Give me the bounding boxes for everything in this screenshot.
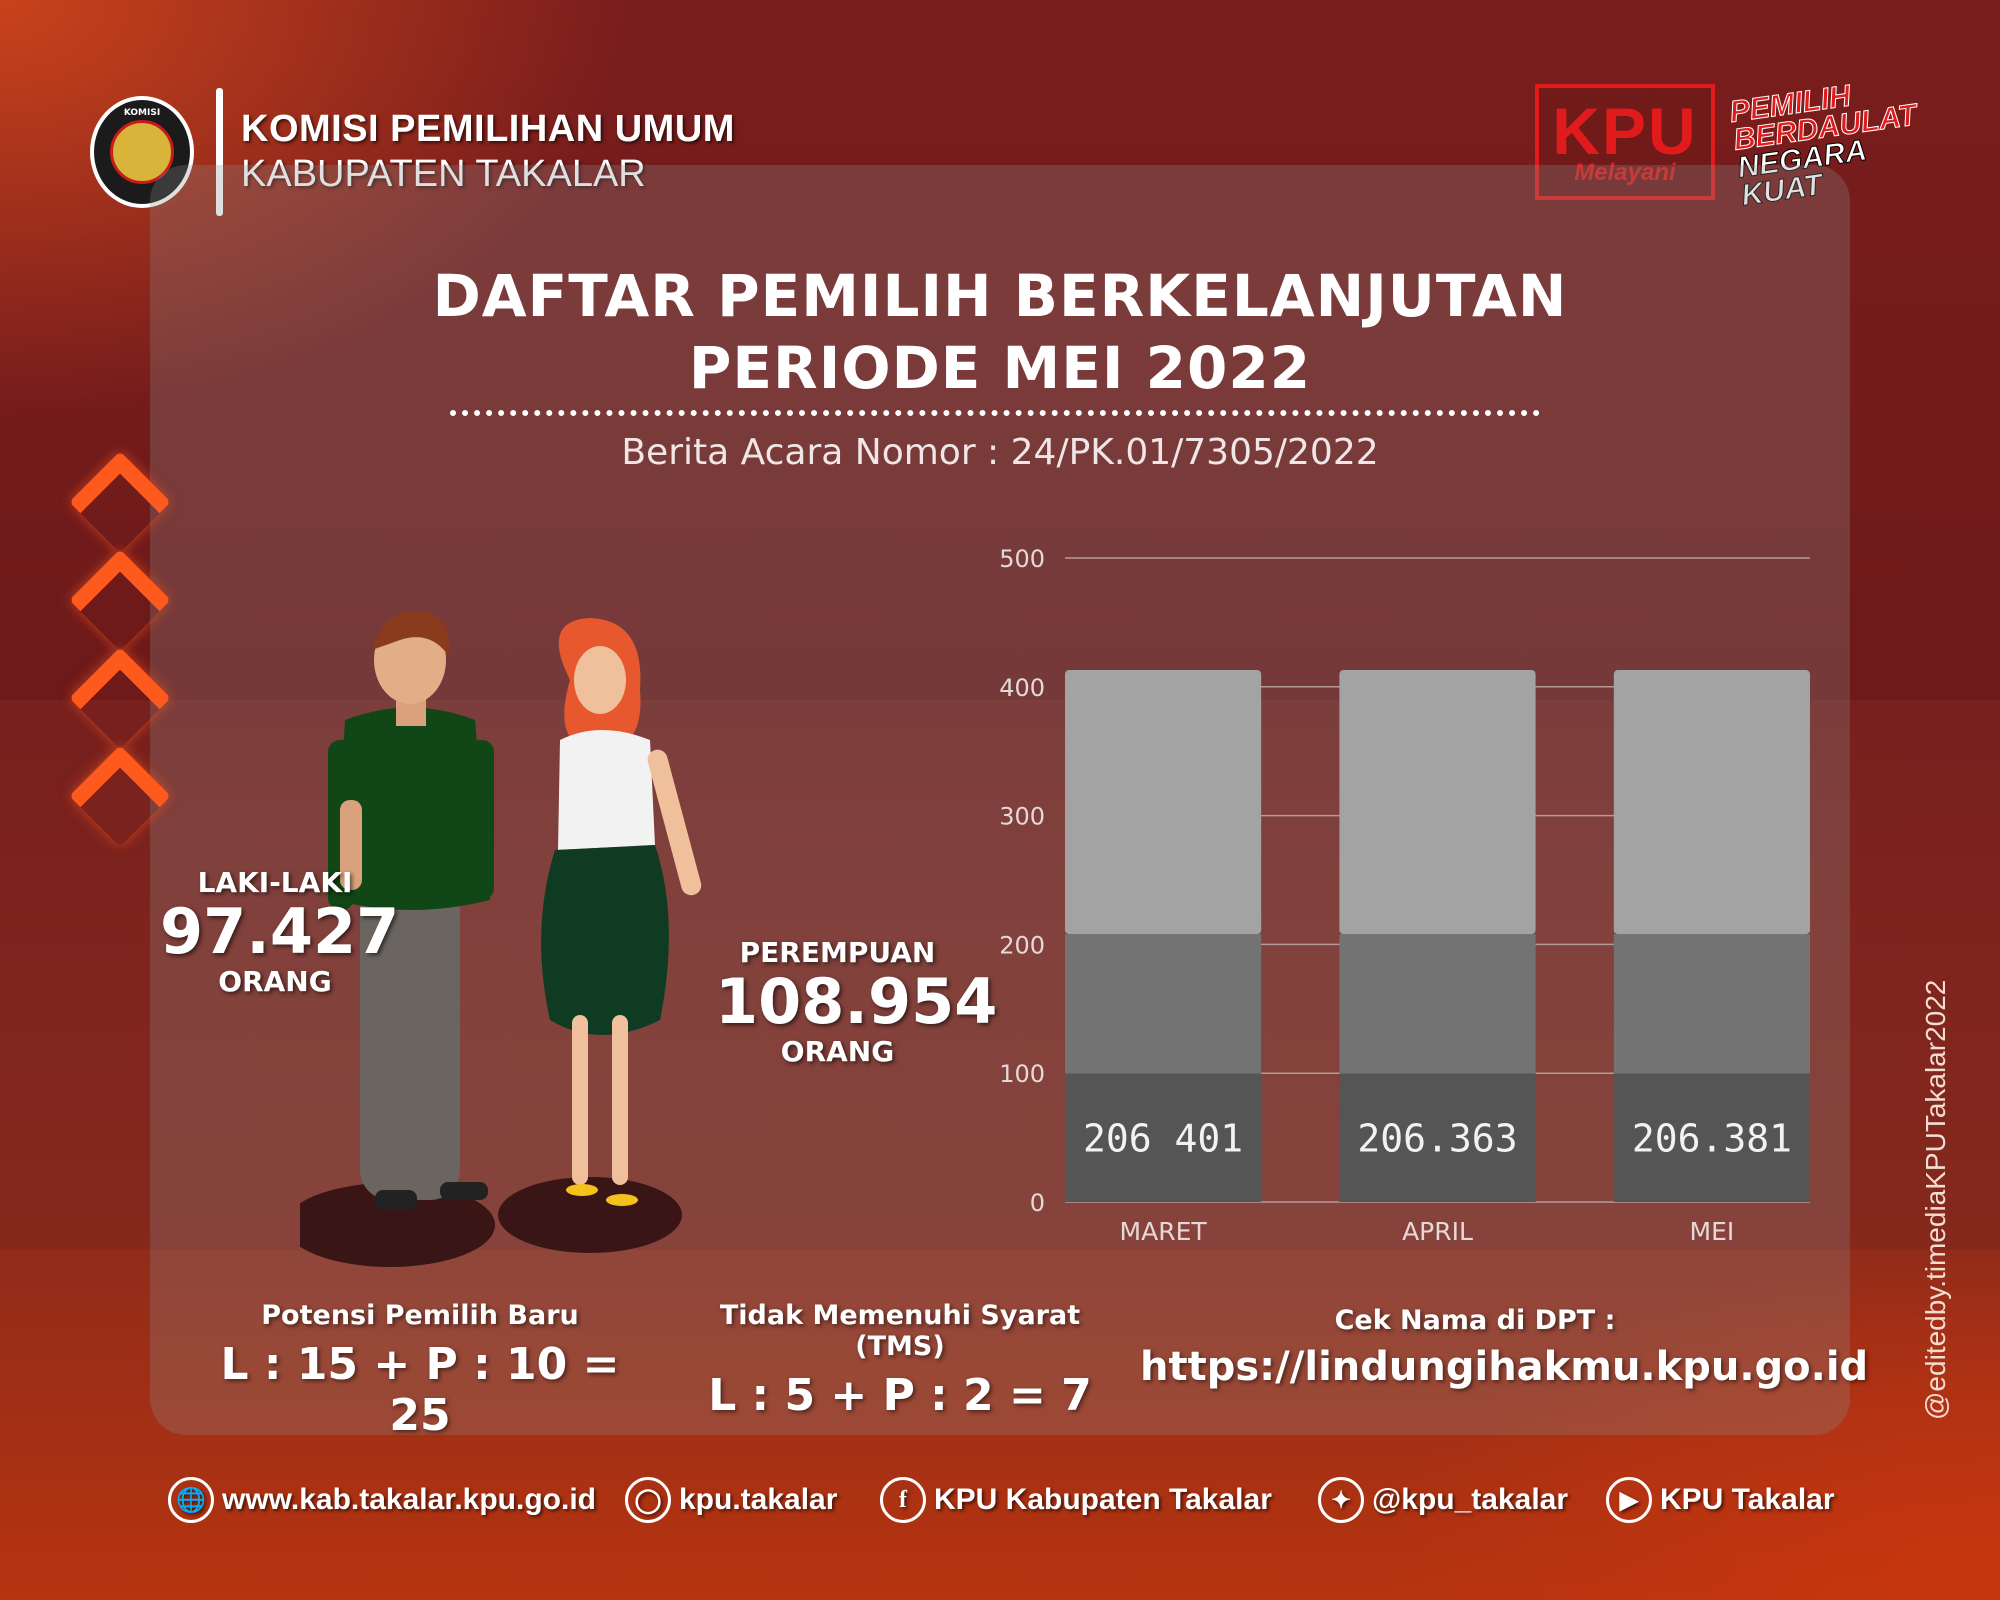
bar-segment — [1613, 1073, 1810, 1202]
youtube-text: KPU Takalar — [1660, 1483, 1835, 1516]
y-tick-label: 0 — [1030, 1189, 1045, 1217]
potensi-value: L : 15 + P : 10 = 25 — [220, 1339, 620, 1441]
footer-youtube[interactable]: ▶ KPU Takalar — [1606, 1472, 1835, 1528]
x-category-label: APRIL — [1402, 1217, 1473, 1246]
kpu-badge-subtitle: Melayani — [1574, 159, 1676, 186]
kpu-emblem-logo: KOMISI — [90, 96, 194, 208]
tms-label: Tidak Memenuhi Syarat (TMS) — [719, 1300, 1081, 1362]
footer-twitter[interactable]: ✦ @kpu_takalar — [1318, 1472, 1568, 1528]
tms-block: Tidak Memenuhi Syarat (TMS) L : 5 + P : … — [680, 1300, 1120, 1421]
male-unit: ORANG — [218, 965, 332, 998]
y-tick-label: 300 — [999, 803, 1045, 831]
male-stat: LAKI-LAKI 97.427 ORANG — [160, 866, 400, 998]
dpt-block: Cek Nama di DPT : https://lindungihakmu.… — [1140, 1305, 1869, 1390]
header: KOMISI KOMISI PEMILIHAN UMUM KABUPATEN T… — [90, 88, 735, 216]
credit-text: @editedby.timediaKPUTakalar2022 — [1920, 979, 1951, 1420]
female-shadow — [498, 1177, 682, 1253]
page-title-line2: PERIODE MEI 2022 — [688, 334, 1312, 402]
title-divider — [450, 410, 1540, 416]
dpt-label: Cek Nama di DPT : — [1334, 1305, 1616, 1336]
chevron-decoration — [69, 440, 171, 847]
garuda-icon — [110, 120, 174, 184]
footer-instagram[interactable]: ◯ kpu.takalar — [625, 1472, 837, 1528]
website-text: www.kab.takalar.kpu.go.id — [222, 1483, 596, 1516]
kpu-badge-title: KPU — [1552, 94, 1698, 168]
header-divider — [216, 88, 223, 216]
potensi-label: Potensi Pemilih Baru — [261, 1300, 579, 1331]
footer-website[interactable]: 🌐 www.kab.takalar.kpu.go.id — [168, 1472, 596, 1528]
potensi-block: Potensi Pemilih Baru L : 15 + P : 10 = 2… — [200, 1300, 640, 1441]
y-tick-label: 200 — [999, 931, 1045, 959]
bar-segment — [1065, 670, 1262, 935]
y-tick-label: 400 — [999, 674, 1045, 702]
youtube-icon: ▶ — [1606, 1477, 1652, 1523]
instagram-text: kpu.takalar — [679, 1483, 838, 1516]
facebook-icon: f — [880, 1477, 926, 1523]
voter-bar-chart: 0 100 200 300 400 500 206 401 MARET 206.363 APRIL… — [999, 545, 1810, 1246]
voters-illustration — [300, 611, 702, 1267]
female-count: 108.954 — [715, 965, 998, 1038]
bar-segment — [1613, 934, 1810, 1074]
male-shadow — [300, 1183, 495, 1267]
org-name: KOMISI PEMILIHAN UMUM KABUPATEN TAKALAR — [241, 108, 735, 196]
y-tick-label: 100 — [999, 1060, 1045, 1088]
x-category-label: MEI — [1690, 1217, 1735, 1246]
globe-icon: 🌐 — [168, 1477, 214, 1523]
bar-data-label: 206.363 — [1357, 1117, 1517, 1161]
x-category-label: MARET — [1120, 1217, 1208, 1246]
bar-segment — [1339, 1073, 1536, 1202]
tms-value: L : 5 + P : 2 = 7 — [708, 1370, 1092, 1421]
female-label: PEREMPUAN — [739, 936, 936, 969]
bar-segment — [1339, 934, 1536, 1074]
kpu-melayani-badge: KPU Melayani — [1535, 84, 1715, 200]
bar-data-label: 206 401 — [1083, 1117, 1243, 1161]
male-figure — [328, 611, 494, 1210]
bar-segment — [1065, 1073, 1262, 1202]
footer-facebook[interactable]: f KPU Kabupaten Takalar — [880, 1472, 1272, 1528]
female-stat: PEREMPUAN 108.954 ORANG — [715, 936, 998, 1068]
male-label: LAKI-LAKI — [197, 866, 353, 899]
male-count: 97.427 — [160, 895, 400, 968]
logo-text: KOMISI — [123, 108, 161, 118]
twitter-icon: ✦ — [1318, 1477, 1364, 1523]
bar-segment — [1339, 670, 1536, 935]
dpt-link[interactable]: https://lindungihakmu.kpu.go.id — [1140, 1344, 1869, 1390]
y-tick-label: 500 — [999, 545, 1045, 573]
instagram-icon: ◯ — [625, 1477, 671, 1523]
female-unit: ORANG — [780, 1035, 895, 1068]
page-subtitle: Berita Acara Nomor : 24/PK.01/7305/2022 — [621, 432, 1379, 473]
twitter-text: @kpu_takalar — [1372, 1483, 1569, 1516]
facebook-text: KPU Kabupaten Takalar — [934, 1483, 1272, 1516]
bar-segment — [1065, 934, 1262, 1074]
bar-segment — [1613, 670, 1810, 935]
bar-data-label: 206.381 — [1632, 1117, 1792, 1161]
female-figure — [541, 618, 702, 1206]
org-name-line1: KOMISI PEMILIHAN UMUM — [241, 108, 735, 150]
page-title-line1: DAFTAR PEMILIH BERKELANJUTAN — [432, 262, 1568, 330]
org-name-line2: KABUPATEN TAKALAR — [241, 153, 646, 195]
